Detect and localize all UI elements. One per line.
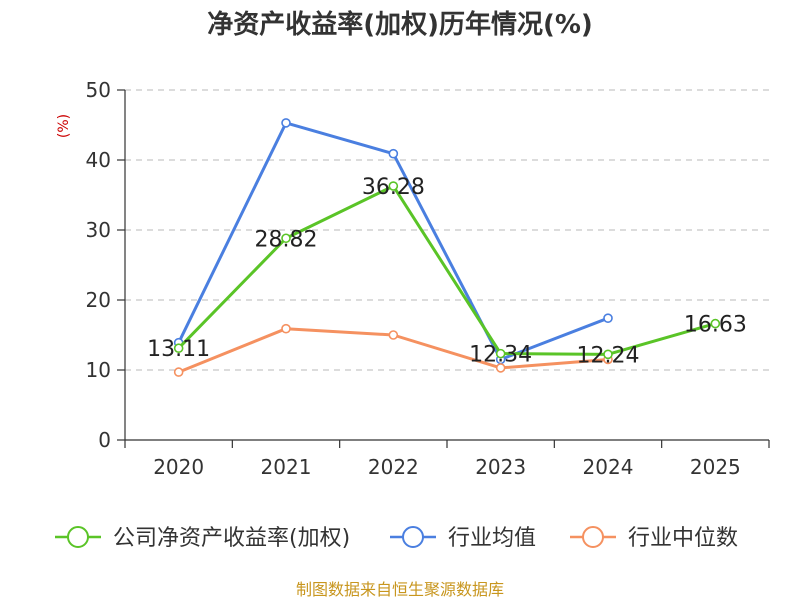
y-tick-label-20: 20 [86, 288, 111, 312]
point-2-2023 [495, 363, 506, 373]
x-tick-label-2023: 2023 [475, 455, 526, 479]
x-tick-label-2020: 2020 [153, 455, 204, 479]
legend[interactable]: 公司净资产收益率(加权) 行业均值 行业中位数 [55, 526, 738, 551]
legend-item-0[interactable]: 公司净资产收益率(加权) [55, 526, 350, 551]
series-1 [173, 118, 613, 365]
source-note: 制图数据来自恒生聚源数据库 [296, 580, 504, 599]
y-tick-label-40: 40 [86, 148, 111, 172]
y-tick-label-50: 50 [86, 78, 111, 102]
data-label-2022: 36.28 [362, 175, 425, 200]
legend-swatch-marker-0 [67, 526, 89, 548]
y-tick-label-30: 30 [86, 218, 111, 242]
point-0-2020 [173, 343, 184, 354]
x-tick-label-2025: 2025 [690, 455, 741, 479]
x-tick-label-2021: 2021 [261, 455, 312, 479]
legend-label-2: 行业中位数 [628, 526, 738, 551]
series-lines [173, 118, 721, 377]
point-0-2025 [710, 318, 721, 329]
legend-swatch-marker-2 [582, 526, 604, 548]
x-tick-label-2024: 2024 [583, 455, 634, 479]
data-label-2025: 16.63 [684, 313, 747, 338]
data-label-2024: 12.24 [577, 343, 640, 368]
data-labels: 13.11 28.82 36.28 12.34 12.24 16.63 [147, 175, 747, 368]
x-tick-label-2022: 2022 [368, 455, 419, 479]
axes [117, 89, 770, 448]
point-0-2021 [281, 233, 291, 244]
legend-item-1[interactable]: 行业均值 [390, 526, 536, 551]
y-tick-label-10: 10 [86, 358, 111, 382]
point-1-2024 [603, 313, 613, 324]
point-0-2022 [388, 181, 399, 191]
legend-swatch-marker-1 [402, 526, 424, 548]
point-0-2024 [603, 349, 613, 360]
y-tick-label-0: 0 [98, 428, 111, 452]
series-0 [173, 181, 721, 360]
data-label-2021: 28.82 [255, 227, 318, 252]
point-2-2022 [388, 330, 399, 340]
point-1-2022 [388, 148, 399, 159]
legend-label-1: 行业均值 [448, 526, 536, 551]
x-tick-labels: 2020 2021 2022 2023 2024 2025 [153, 455, 741, 479]
legend-item-2[interactable]: 行业中位数 [570, 526, 738, 551]
chart-title: 净资产收益率(加权)历年情况(%) [207, 9, 593, 40]
grid-lines [125, 89, 769, 371]
y-tick-labels: 0 10 20 30 40 50 [86, 78, 111, 452]
legend-label-0: 公司净资产收益率(加权) [113, 526, 350, 551]
point-0-2023 [495, 348, 506, 359]
point-1-2021 [281, 118, 291, 128]
data-label-2023: 12.34 [469, 343, 532, 368]
data-label-2020: 13.11 [147, 337, 210, 362]
point-2-2021 [281, 323, 291, 334]
series-line-0 [177, 184, 716, 356]
y-axis-label: (%) [56, 114, 72, 138]
series-2 [173, 323, 613, 377]
point-2-2020 [173, 367, 184, 377]
